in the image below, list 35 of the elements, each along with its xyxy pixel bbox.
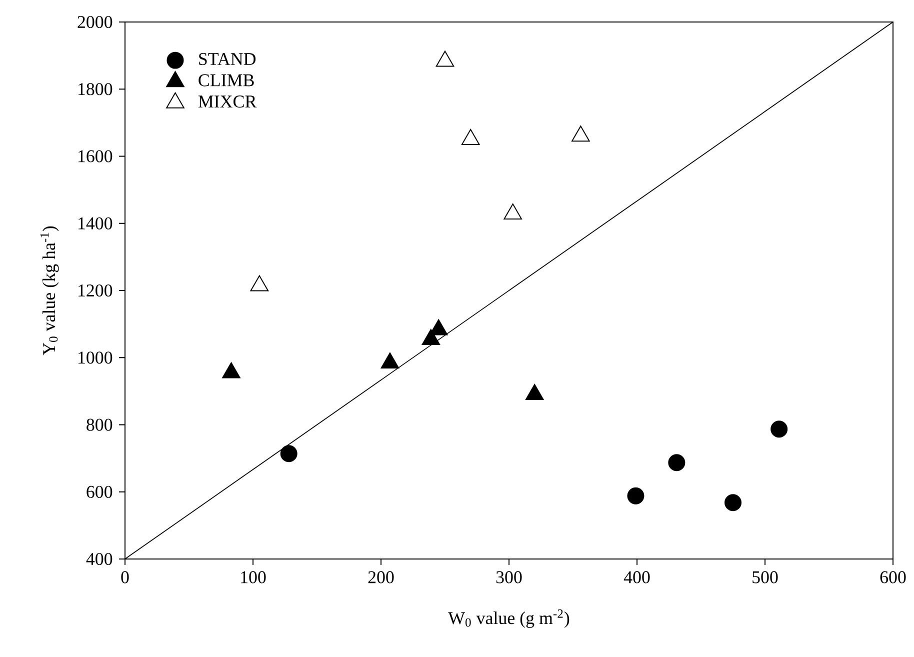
point [380, 352, 400, 368]
point [436, 50, 454, 67]
point [280, 445, 298, 462]
point [572, 126, 590, 142]
point [724, 494, 742, 512]
point [525, 384, 544, 400]
y-tick-label: 400 [86, 552, 112, 566]
point [770, 420, 788, 438]
point [422, 329, 440, 345]
y-tick-label: 1000 [78, 352, 112, 364]
x-tick-label: 600 [880, 571, 906, 584]
x-tick-label: 200 [368, 571, 394, 584]
x-tick-label: 500 [752, 571, 778, 584]
point [627, 487, 644, 504]
y-tick-label: 1800 [78, 83, 112, 96]
y-tick-label: 1600 [78, 150, 112, 162]
point [461, 128, 480, 145]
point [222, 362, 240, 378]
y-axis-title: Y$_{0}$ value (kg ha$^{-1}$) [40, 226, 59, 356]
y-tick-label: 1400 [78, 217, 112, 230]
y-tick-label: 800 [86, 418, 112, 431]
legend-label: MIXCR [198, 96, 257, 108]
x-tick-label: 100 [241, 571, 266, 584]
point [250, 275, 269, 292]
y-tick-label: 600 [86, 486, 112, 498]
x-tick-label: 0 [121, 571, 129, 584]
x-tick-label: 300 [496, 571, 522, 584]
legend-label: STAND [199, 53, 256, 66]
x-axis-title: W$_{0}$ value (g m$^{-2}$) [448, 609, 570, 628]
legend-label: CLIMB [198, 74, 254, 86]
y-tick-label: 1200 [78, 284, 112, 297]
x-tick-label: 400 [624, 571, 650, 584]
y-tick-label: 2000 [78, 16, 112, 28]
point [504, 203, 522, 220]
point [668, 454, 686, 472]
